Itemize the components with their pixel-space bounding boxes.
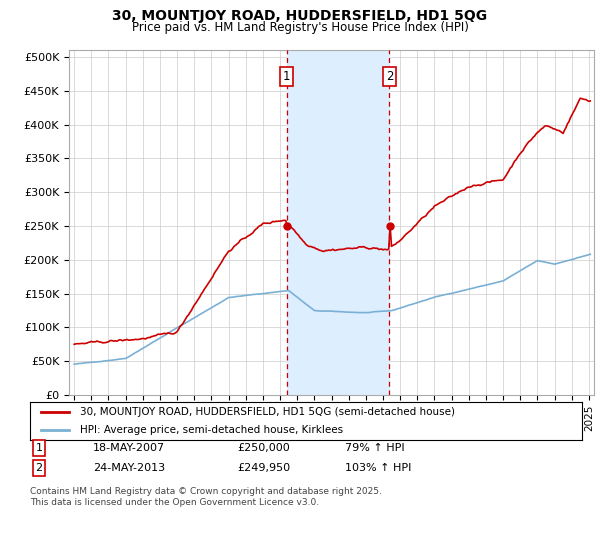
Text: 79% ↑ HPI: 79% ↑ HPI	[345, 443, 404, 453]
Text: Price paid vs. HM Land Registry's House Price Index (HPI): Price paid vs. HM Land Registry's House …	[131, 21, 469, 34]
Text: 2: 2	[386, 69, 393, 82]
Text: £249,950: £249,950	[237, 463, 290, 473]
Text: 30, MOUNTJOY ROAD, HUDDERSFIELD, HD1 5QG (semi-detached house): 30, MOUNTJOY ROAD, HUDDERSFIELD, HD1 5QG…	[80, 407, 455, 417]
Text: £250,000: £250,000	[237, 443, 290, 453]
Text: 24-MAY-2013: 24-MAY-2013	[93, 463, 165, 473]
Text: Contains HM Land Registry data © Crown copyright and database right 2025.
This d: Contains HM Land Registry data © Crown c…	[30, 487, 382, 507]
Text: 18-MAY-2007: 18-MAY-2007	[93, 443, 165, 453]
Text: 1: 1	[35, 443, 43, 453]
Text: HPI: Average price, semi-detached house, Kirklees: HPI: Average price, semi-detached house,…	[80, 425, 343, 435]
Text: 2: 2	[35, 463, 43, 473]
Bar	[287, 50, 389, 395]
Text: 103% ↑ HPI: 103% ↑ HPI	[345, 463, 412, 473]
Text: 1: 1	[283, 69, 290, 82]
Text: 30, MOUNTJOY ROAD, HUDDERSFIELD, HD1 5QG: 30, MOUNTJOY ROAD, HUDDERSFIELD, HD1 5QG	[112, 9, 488, 23]
